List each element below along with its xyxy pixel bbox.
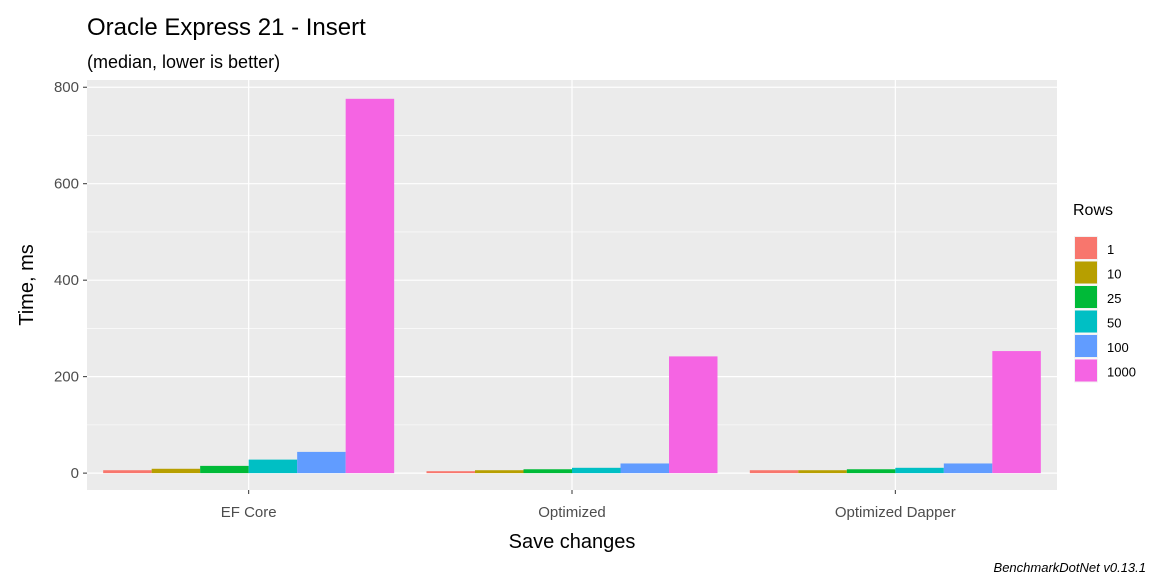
bar bbox=[248, 459, 298, 474]
bar bbox=[103, 470, 152, 474]
legend-label: 10 bbox=[1107, 267, 1121, 282]
bar bbox=[669, 356, 718, 474]
legend-swatch bbox=[1075, 237, 1097, 259]
bars bbox=[103, 98, 1041, 474]
legend-swatch bbox=[1075, 286, 1097, 308]
legend: 1 10 25 50 100 1000 bbox=[1074, 236, 1136, 383]
y-axis: 0 200 400 600 800 bbox=[54, 79, 87, 482]
legend-label: 1 bbox=[1107, 242, 1114, 257]
bar bbox=[749, 470, 799, 474]
bar bbox=[798, 470, 847, 474]
bar bbox=[475, 470, 524, 474]
y-tick-label: 200 bbox=[54, 369, 79, 386]
y-tick-label: 800 bbox=[54, 79, 79, 96]
bar bbox=[151, 468, 201, 474]
grid bbox=[87, 80, 1057, 490]
bar bbox=[943, 463, 993, 474]
bar bbox=[523, 469, 572, 474]
bar bbox=[846, 469, 896, 474]
legend-swatch bbox=[1075, 335, 1097, 357]
bar bbox=[895, 467, 944, 474]
chart-title: Oracle Express 21 - Insert bbox=[87, 14, 366, 41]
y-tick-label: 600 bbox=[54, 176, 79, 193]
bar bbox=[572, 467, 621, 474]
y-tick-label: 0 bbox=[71, 465, 79, 482]
bar bbox=[992, 351, 1041, 474]
x-axis-title: Save changes bbox=[509, 531, 636, 553]
legend-swatch bbox=[1075, 310, 1097, 333]
x-tick-label: Optimized Dapper bbox=[835, 504, 956, 521]
bar bbox=[297, 451, 346, 474]
bar bbox=[620, 463, 669, 474]
x-tick-label: Optimized bbox=[538, 504, 606, 521]
legend-title: Rows bbox=[1073, 202, 1113, 219]
x-axis: EF Core Optimized Optimized Dapper bbox=[221, 490, 956, 521]
caption: BenchmarkDotNet v0.13.1 bbox=[994, 560, 1146, 575]
y-tick-label: 400 bbox=[54, 272, 79, 289]
bar bbox=[345, 98, 395, 474]
legend-swatch bbox=[1075, 261, 1097, 284]
legend-label: 50 bbox=[1107, 316, 1121, 331]
legend-label: 1000 bbox=[1107, 365, 1136, 380]
y-axis-title: Time, ms bbox=[16, 244, 38, 325]
legend-swatch bbox=[1075, 359, 1097, 382]
bar bbox=[200, 465, 249, 474]
bar bbox=[426, 471, 475, 474]
legend-label: 100 bbox=[1107, 340, 1129, 355]
x-tick-label: EF Core bbox=[221, 504, 277, 521]
legend-label: 25 bbox=[1107, 291, 1121, 306]
chart-subtitle: (median, lower is better) bbox=[87, 52, 280, 72]
